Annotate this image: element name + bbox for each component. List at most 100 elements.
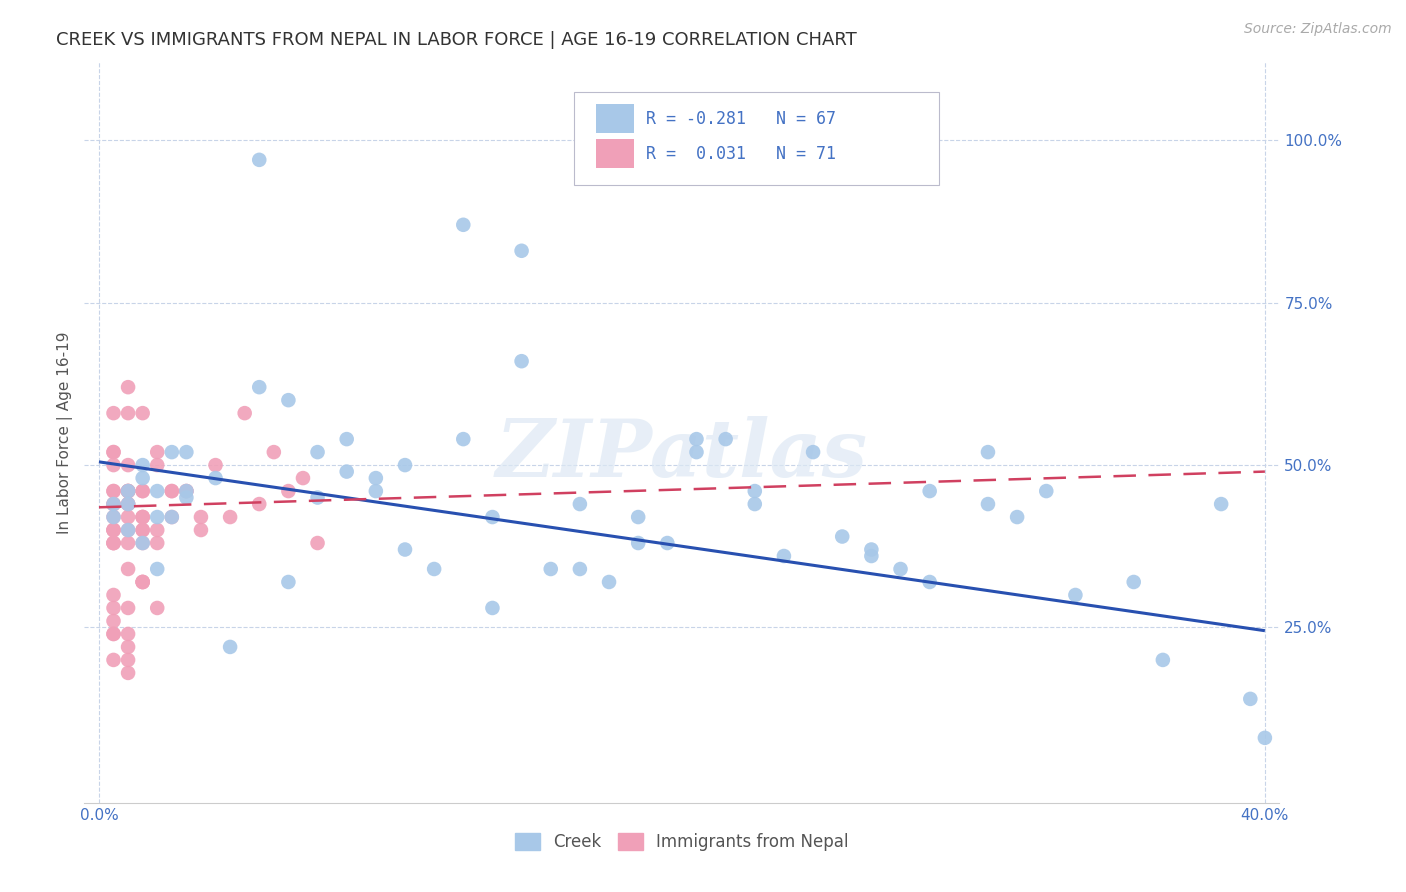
Point	[364, 471, 387, 485]
Point	[146, 523, 169, 537]
Point	[131, 510, 153, 524]
Point	[481, 510, 503, 524]
Point	[131, 510, 153, 524]
Point	[176, 484, 198, 499]
Point	[103, 627, 125, 641]
Point	[394, 458, 416, 472]
FancyBboxPatch shape	[596, 139, 634, 169]
Point	[204, 458, 226, 472]
Point	[146, 510, 169, 524]
Point	[801, 445, 824, 459]
Point	[103, 497, 125, 511]
Point	[131, 458, 153, 472]
Legend: Creek, Immigrants from Nepal: Creek, Immigrants from Nepal	[508, 826, 856, 857]
Point	[977, 445, 1000, 459]
Point	[117, 484, 139, 499]
Text: R =  0.031   N = 71: R = 0.031 N = 71	[647, 145, 837, 163]
Point	[117, 497, 139, 511]
Point	[117, 484, 139, 499]
Point	[1211, 497, 1233, 511]
Point	[1035, 484, 1057, 499]
Point	[117, 653, 139, 667]
Point	[1152, 653, 1174, 667]
Y-axis label: In Labor Force | Age 16-19: In Labor Force | Age 16-19	[58, 331, 73, 534]
Point	[117, 523, 139, 537]
Point	[190, 510, 212, 524]
Point	[103, 445, 125, 459]
Point	[568, 562, 591, 576]
Point	[219, 510, 242, 524]
Text: CREEK VS IMMIGRANTS FROM NEPAL IN LABOR FORCE | AGE 16-19 CORRELATION CHART: CREEK VS IMMIGRANTS FROM NEPAL IN LABOR …	[56, 31, 858, 49]
Point	[103, 627, 125, 641]
Point	[103, 601, 125, 615]
Point	[263, 445, 285, 459]
Point	[131, 574, 153, 589]
Point	[117, 497, 139, 511]
Point	[860, 549, 883, 563]
Point	[1122, 574, 1144, 589]
Point	[103, 523, 125, 537]
Point	[103, 523, 125, 537]
Point	[568, 497, 591, 511]
Point	[627, 536, 650, 550]
Point	[146, 484, 169, 499]
Point	[131, 523, 153, 537]
Point	[103, 653, 125, 667]
Point	[103, 497, 125, 511]
Point	[131, 484, 153, 499]
Point	[160, 510, 183, 524]
Point	[131, 406, 153, 420]
Text: Source: ZipAtlas.com: Source: ZipAtlas.com	[1244, 22, 1392, 37]
Point	[364, 484, 387, 499]
Point	[103, 510, 125, 524]
Point	[219, 640, 242, 654]
Point	[160, 510, 183, 524]
Point	[889, 562, 911, 576]
Point	[918, 484, 941, 499]
Point	[307, 536, 329, 550]
Point	[160, 484, 183, 499]
Point	[176, 484, 198, 499]
Point	[860, 542, 883, 557]
Point	[103, 510, 125, 524]
Point	[160, 445, 183, 459]
Point	[117, 510, 139, 524]
Point	[247, 380, 270, 394]
Point	[117, 484, 139, 499]
Point	[394, 542, 416, 557]
Point	[277, 393, 299, 408]
Point	[131, 574, 153, 589]
Point	[117, 484, 139, 499]
Point	[131, 510, 153, 524]
Point	[657, 536, 679, 550]
Point	[117, 562, 139, 576]
Point	[918, 574, 941, 589]
Point	[481, 601, 503, 615]
Point	[744, 497, 766, 511]
Point	[117, 458, 139, 472]
Text: ZIPatlas: ZIPatlas	[496, 416, 868, 493]
Text: R = -0.281   N = 67: R = -0.281 N = 67	[647, 110, 837, 128]
Point	[103, 458, 125, 472]
Point	[204, 471, 226, 485]
Point	[773, 549, 796, 563]
Point	[131, 484, 153, 499]
Point	[176, 445, 198, 459]
Point	[277, 574, 299, 589]
Point	[1064, 588, 1087, 602]
Point	[103, 523, 125, 537]
Point	[423, 562, 446, 576]
Point	[117, 601, 139, 615]
Point	[117, 523, 139, 537]
Point	[146, 458, 169, 472]
Point	[103, 484, 125, 499]
Point	[453, 218, 475, 232]
Point	[190, 523, 212, 537]
Point	[977, 497, 1000, 511]
Point	[1254, 731, 1277, 745]
Point	[103, 614, 125, 628]
Point	[103, 536, 125, 550]
Point	[103, 484, 125, 499]
Point	[277, 484, 299, 499]
Point	[540, 562, 562, 576]
